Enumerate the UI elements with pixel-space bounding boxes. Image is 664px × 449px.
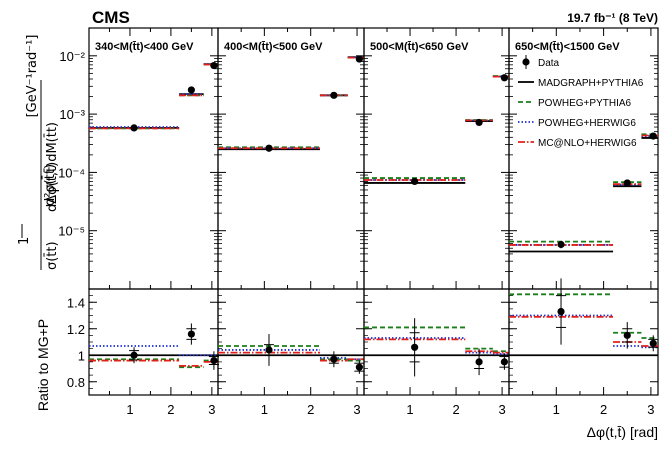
x-tick-label: 2 (167, 402, 174, 417)
panel-4: 650<M(t̄t)<1500 GeV 1 2 3 (508, 27, 659, 417)
legend: Data MADGRAPH+PYTHIA6 POWHEG+PYTHIA6 POWHEG… (518, 55, 644, 149)
data-point (355, 55, 363, 63)
y-axis-title-top: 1 d²σ(t̄t) σ(t̄t) dΔφ(t,t̄)dM(t̄t) [GeV⁻… (17, 35, 60, 270)
legend-label: MC@NLO+HERWIG6 (538, 138, 637, 149)
legend-label: Data (538, 58, 560, 69)
x-tick-label: 2 (452, 402, 459, 417)
panel-1: 340<M(t̄t)<400 GeV 10⁻² 10⁻³ 10⁻⁴ 10⁻⁵ 1.4 1.2… (58, 27, 219, 417)
svg-text:1: 1 (17, 237, 32, 245)
svg-text:d²σ(t̄t): d²σ(t̄t) (43, 164, 58, 206)
y-title-units: [GeV⁻¹rad⁻¹] (25, 35, 40, 118)
data-point (557, 240, 565, 249)
y-title-denominator: dΔφ(t,t̄)dM(t̄t) (45, 122, 60, 212)
y-title-numerator: d²σ(t̄t) (43, 164, 58, 206)
y-tick-label-bottom: 0.8 (67, 375, 85, 390)
x-axis-title: Δφ(t,t̄) [rad] (587, 424, 658, 440)
luminosity-label: 19.7 fb⁻¹ (8 TeV) (567, 11, 658, 25)
plot-panels: 340<M(t̄t)<400 GeV 10⁻² 10⁻³ 10⁻⁴ 10⁻⁵ 1.4 1.2… (58, 27, 659, 417)
ratio-data-point (330, 355, 338, 363)
legend-label: POWHEG+HERWIG6 (538, 118, 636, 129)
ratio-data-point (411, 343, 419, 351)
ratio-data-point (130, 351, 138, 359)
svg-text:σ(t̄t): σ(t̄t) (45, 241, 60, 270)
lower-frame (363, 288, 510, 396)
lower-frame (88, 288, 219, 396)
legend-label: POWHEG+PYTHIA6 (538, 98, 632, 109)
mass-range-label: 340<M(t̄t)<400 GeV (95, 41, 194, 53)
y-title-prefactor-den: σ(t̄t) (45, 241, 60, 270)
x-tick-label: 1 (261, 402, 268, 417)
data-point (623, 179, 631, 187)
ratio-data-point (649, 339, 657, 347)
y-tick-label-top: 10⁻⁵ (58, 224, 85, 239)
x-tick-label: 3 (647, 402, 654, 417)
data-point (187, 86, 195, 94)
ratio-data-point (475, 358, 483, 366)
y-tick-label-bottom: 1.2 (67, 322, 85, 337)
x-tick-label: 1 (553, 402, 560, 417)
x-tick-label: 2 (307, 402, 314, 417)
ratio-data-point (265, 346, 273, 354)
y-tick-label-bottom: 1.4 (67, 295, 85, 310)
x-tick-label: 1 (126, 402, 133, 417)
ratio-data-point (210, 356, 218, 365)
legend-entry: POWHEG+PYTHIA6 (518, 98, 632, 109)
legend-label: MADGRAPH+PYTHIA6 (538, 78, 644, 89)
data-point (475, 118, 483, 127)
ratio-data-point (187, 330, 195, 338)
lower-frame (217, 288, 365, 396)
y-axis-title-bottom: Ratio to MG+P (35, 319, 51, 411)
upper-frame (217, 27, 365, 290)
data-point (265, 144, 273, 152)
y-title-prefix: 1 (17, 237, 32, 245)
mass-range-label: 650<M(t̄t)<1500 GeV (515, 41, 620, 53)
x-tick-label: 3 (208, 402, 215, 417)
x-tick-label: 3 (353, 402, 360, 417)
data-point (411, 177, 419, 186)
upper-frame (508, 27, 659, 290)
x-tick-label: 2 (600, 402, 607, 417)
x-tick-label: 1 (406, 402, 413, 417)
x-tick-label: 3 (498, 402, 505, 417)
legend-entry: Data (522, 55, 560, 69)
ratio-data-point (623, 331, 631, 339)
y-tick-label-top: 10⁻³ (59, 107, 85, 122)
legend-entry: MADGRAPH+PYTHIA6 (518, 78, 644, 89)
data-point (649, 132, 657, 140)
svg-text:[GeV⁻¹rad⁻¹]: [GeV⁻¹rad⁻¹] (25, 35, 40, 118)
experiment-label: CMS (92, 8, 130, 27)
y-tick-label-bottom: 1 (78, 348, 85, 363)
upper-frame (88, 27, 219, 290)
ratio-data-point (355, 363, 363, 371)
ratio-data-point (557, 307, 565, 316)
panel-2: 400<M(t̄t)<500 GeV 1 2 3 (217, 27, 365, 417)
mass-range-label: 400<M(t̄t)<500 GeV (224, 41, 323, 53)
upper-frame (363, 27, 510, 290)
legend-entry: MC@NLO+HERWIG6 (518, 138, 637, 149)
y-tick-label-top: 10⁻² (59, 49, 85, 64)
panel-3: 500<M(t̄t)<650 GeV 1 2 3 (363, 27, 510, 417)
data-point (500, 74, 508, 82)
svg-text:dΔφ(t,t̄)dM(t̄t): dΔφ(t,t̄)dM(t̄t) (45, 122, 60, 212)
data-point (210, 61, 218, 70)
legend-marker (522, 58, 530, 66)
data-point (130, 124, 138, 132)
legend-entry: POWHEG+HERWIG6 (518, 118, 636, 129)
mass-range-label: 500<M(t̄t)<650 GeV (370, 41, 469, 53)
data-point (330, 91, 338, 99)
ratio-data-point (500, 358, 508, 366)
y-tick-label-top: 10⁻⁴ (58, 165, 85, 180)
